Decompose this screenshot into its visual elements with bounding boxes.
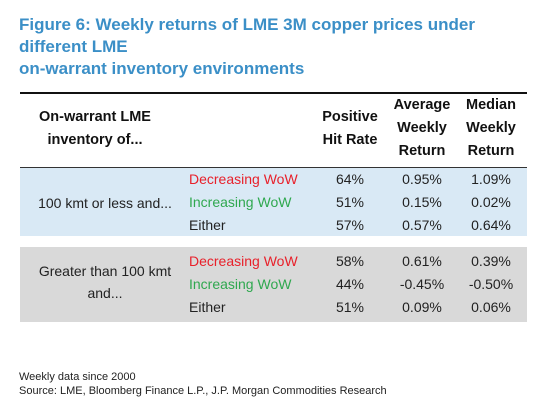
figure-title-line-1: Figure 6: Weekly returns of LME 3M coppe… [19,15,475,56]
header-median-line-2: Weekly [466,120,516,136]
hit-rate-cell: 64% [335,171,365,187]
hit-rate-cell: 51% [335,299,365,315]
header-median-line-3: Return [467,143,515,159]
header-hit-rate-line-1: Positive [322,109,378,125]
condition-cell: Decreasing WoW [189,171,298,187]
avg-return-cell: 0.57% [402,217,442,233]
condition-cell: Increasing WoW [189,276,292,292]
median-return-cell: 0.06% [471,299,511,315]
condition-cell: Decreasing WoW [189,253,298,269]
header-inventory-line-1: On-warrant LME [39,109,151,125]
header-average-line-2: Weekly [397,120,447,136]
median-return-cell: 1.09% [471,171,511,187]
group-label-high-line-2: and... [87,285,123,301]
group-band-high-inventory [20,247,527,322]
footnote-source: Source: LME, Bloomberg Finance L.P., J.P… [19,385,387,397]
group-label-high-line-1: Greater than 100 kmt [38,263,172,279]
median-return-cell: -0.50% [468,276,514,292]
figure-title: Figure 6: Weekly returns of LME 3M coppe… [19,14,539,80]
header-inventory: On-warrant LME inventory of... [20,106,170,152]
returns-table: On-warrant LME inventory of... Positive … [20,92,527,322]
header-divider [20,167,527,168]
median-return-cell: 0.39% [471,253,511,269]
header-average-line-1: Average [393,97,451,113]
median-return-cell: 0.02% [471,194,511,210]
hit-rate-cell: 44% [335,276,365,292]
avg-return-cell: 0.61% [402,253,442,269]
avg-return-cell: 0.15% [402,194,442,210]
condition-cell: Either [189,217,226,233]
condition-cell: Increasing WoW [189,194,292,210]
median-return-cell: 0.64% [471,217,511,233]
avg-return-cell: 0.09% [402,299,442,315]
figure-title-line-2: on-warrant inventory environments [19,59,305,78]
avg-return-cell: -0.45% [399,276,445,292]
group-label-low-inventory: 100 kmt or less and... [20,192,190,214]
header-average-return: Average Weekly Return [384,94,460,163]
hit-rate-cell: 51% [335,194,365,210]
avg-return-cell: 0.95% [402,171,442,187]
footnote-data-period: Weekly data since 2000 [19,371,136,383]
table-top-rule [20,92,527,94]
header-average-line-3: Return [398,143,446,159]
header-inventory-line-2: inventory of... [47,132,143,148]
group-label-high-inventory: Greater than 100 kmt and... [20,260,190,304]
header-median-return: Median Weekly Return [455,94,527,163]
header-hit-rate: Positive Hit Rate [310,106,390,152]
hit-rate-cell: 58% [335,253,365,269]
hit-rate-cell: 57% [335,217,365,233]
condition-cell: Either [189,299,226,315]
group-band-low-inventory [20,168,527,236]
header-median-line-1: Median [466,97,516,113]
header-hit-rate-line-2: Hit Rate [322,132,378,148]
group-label-low-line-1: 100 kmt or less and... [38,195,172,211]
